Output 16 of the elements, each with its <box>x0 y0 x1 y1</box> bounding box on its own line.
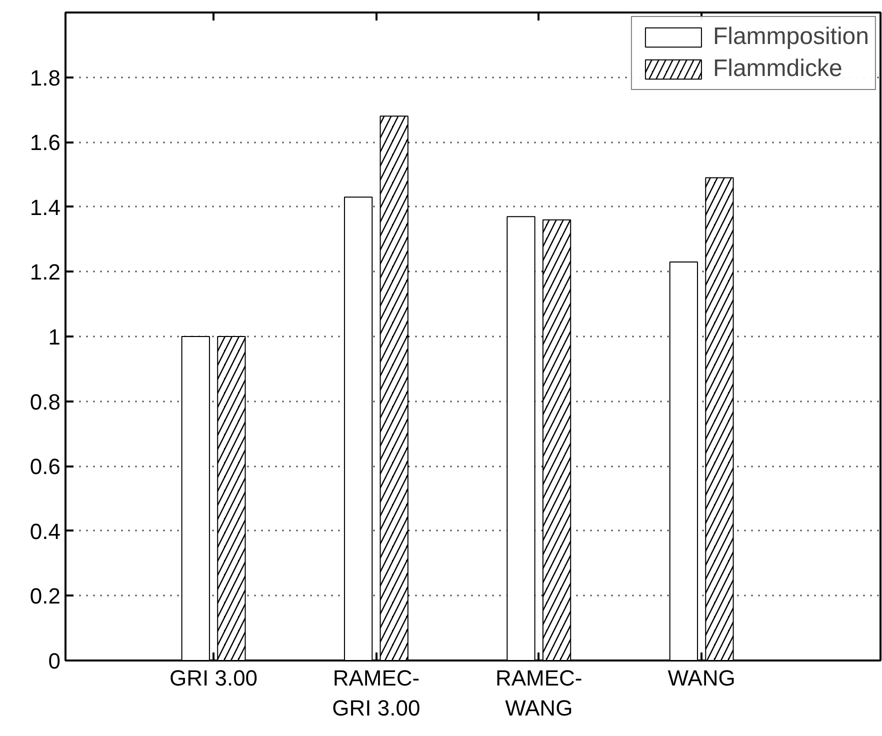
y-tick-label: 1.8 <box>30 65 61 90</box>
x-tick-label: RAMEC- WANG <box>495 666 582 720</box>
y-tick-label: 1.2 <box>30 260 61 285</box>
y-tick-label: 1.4 <box>30 194 61 220</box>
legend-label: Flammdicke <box>712 55 842 83</box>
y-tick-label: 0.6 <box>30 454 61 480</box>
y-tick-label: 1 <box>48 324 61 350</box>
y-tick-label: 1.6 <box>30 130 61 156</box>
y-tick-label: 0.8 <box>30 389 61 414</box>
legend-label: Flammposition <box>712 23 869 51</box>
x-tick-label: WANG <box>668 666 736 690</box>
y-tick-label: 0 <box>48 648 61 674</box>
x-tick-label: GRI 3.00 <box>170 666 258 690</box>
x-tick-label: RAMEC- GRI 3.00 <box>332 666 420 720</box>
y-tick-label: 0.4 <box>30 518 61 544</box>
y-tick-label: 0.2 <box>30 584 61 609</box>
